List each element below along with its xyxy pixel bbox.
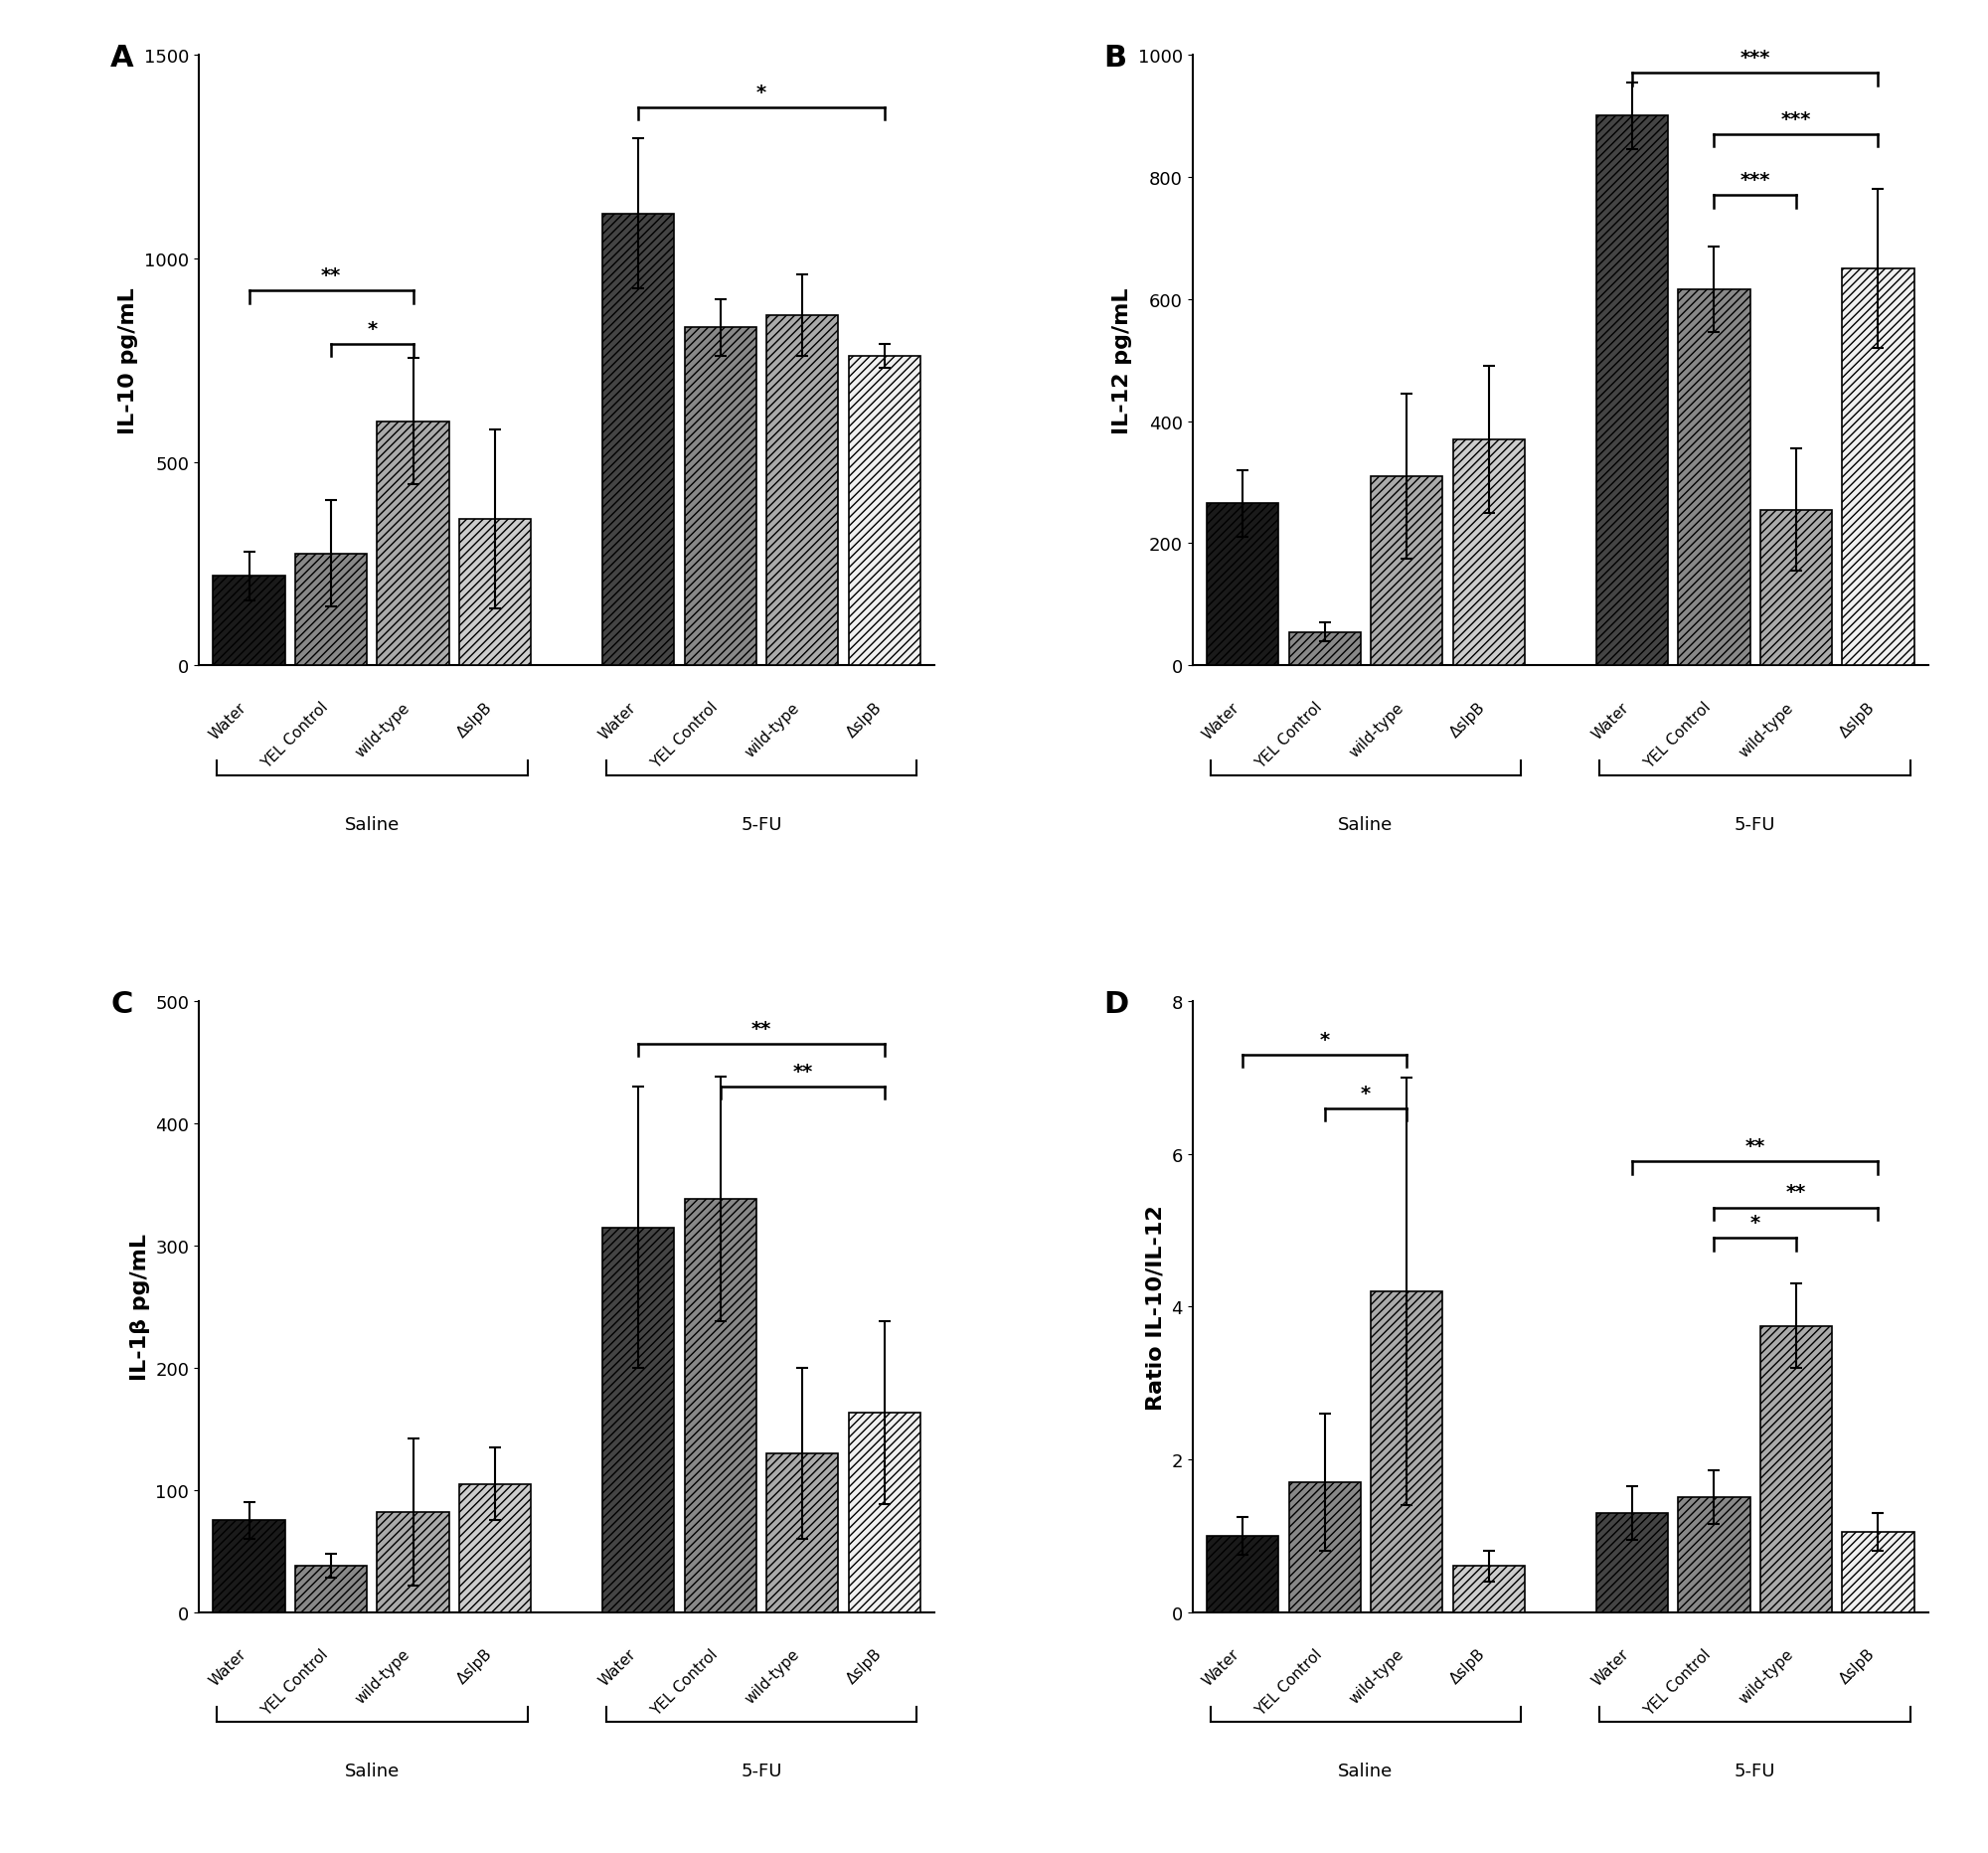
Text: wild-type: wild-type <box>742 700 803 760</box>
Bar <box>378 422 449 665</box>
Text: 5-FU: 5-FU <box>742 815 781 834</box>
Text: C: C <box>111 990 133 1019</box>
Text: A: A <box>111 43 133 72</box>
Text: Water: Water <box>1201 1645 1242 1688</box>
Bar <box>1843 269 1914 665</box>
Text: Saline: Saline <box>1338 1762 1394 1779</box>
Text: *: * <box>368 319 378 339</box>
Bar <box>1843 1532 1914 1612</box>
Bar <box>213 1521 284 1612</box>
Text: ΔslpB: ΔslpB <box>1837 700 1879 739</box>
Bar <box>459 519 531 665</box>
Bar <box>602 1227 674 1612</box>
Text: YEL Control: YEL Control <box>1642 1645 1714 1718</box>
Text: wild-type: wild-type <box>742 1645 803 1707</box>
Text: YEL Control: YEL Control <box>258 1645 332 1718</box>
Bar <box>1678 1497 1749 1612</box>
Text: **: ** <box>1745 1138 1765 1156</box>
Text: YEL Control: YEL Control <box>648 700 720 771</box>
Text: **: ** <box>1785 1182 1807 1201</box>
Text: YEL Control: YEL Control <box>1642 700 1714 771</box>
Text: Saline: Saline <box>344 815 400 834</box>
Bar <box>1207 1536 1278 1612</box>
Bar <box>602 215 674 665</box>
Bar <box>767 1453 839 1612</box>
Text: *: * <box>1320 1030 1330 1049</box>
Text: Water: Water <box>1590 1645 1632 1688</box>
Bar <box>1372 476 1443 665</box>
Text: **: ** <box>320 267 342 285</box>
Text: Water: Water <box>1201 700 1242 741</box>
Y-axis label: IL-12 pg/mL: IL-12 pg/mL <box>1113 287 1133 434</box>
Bar <box>378 1512 449 1612</box>
Bar <box>1759 1327 1833 1612</box>
Bar <box>1372 1292 1443 1612</box>
Text: Water: Water <box>596 700 638 741</box>
Bar <box>459 1484 531 1612</box>
Text: wild-type: wild-type <box>354 700 414 760</box>
Bar <box>849 358 920 665</box>
Text: Water: Water <box>1590 700 1632 741</box>
Text: *: * <box>757 83 767 102</box>
Text: ***: *** <box>1740 170 1769 189</box>
Text: 5-FU: 5-FU <box>1734 815 1775 834</box>
Bar <box>1288 632 1360 665</box>
Y-axis label: IL-10 pg/mL: IL-10 pg/mL <box>119 287 139 434</box>
Text: ΔslpB: ΔslpB <box>455 700 495 739</box>
Bar <box>213 576 284 665</box>
Text: ***: *** <box>1740 48 1769 69</box>
Text: 5-FU: 5-FU <box>742 1762 781 1779</box>
Bar <box>1596 117 1668 665</box>
Text: 5-FU: 5-FU <box>1734 1762 1775 1779</box>
Bar <box>294 554 368 665</box>
Text: *: * <box>1360 1084 1370 1103</box>
Bar <box>1453 1566 1525 1612</box>
Text: ΔslpB: ΔslpB <box>843 700 885 739</box>
Text: YEL Control: YEL Control <box>648 1645 720 1718</box>
Bar <box>684 1199 755 1612</box>
Text: wild-type: wild-type <box>1346 1645 1408 1707</box>
Text: YEL Control: YEL Control <box>1252 700 1324 771</box>
Text: ΔslpB: ΔslpB <box>1837 1645 1879 1686</box>
Text: Water: Water <box>207 1645 248 1688</box>
Bar <box>1453 441 1525 665</box>
Text: Saline: Saline <box>1338 815 1394 834</box>
Text: ΔslpB: ΔslpB <box>1447 1645 1489 1686</box>
Text: Saline: Saline <box>344 1762 400 1779</box>
Text: Water: Water <box>596 1645 638 1688</box>
Text: ΔslpB: ΔslpB <box>843 1645 885 1686</box>
Text: D: D <box>1103 990 1129 1019</box>
Text: Water: Water <box>207 700 248 741</box>
Text: ***: *** <box>1781 109 1811 130</box>
Y-axis label: Ratio IL-10/IL-12: Ratio IL-10/IL-12 <box>1145 1204 1165 1410</box>
Text: ΔslpB: ΔslpB <box>1447 700 1489 739</box>
Text: wild-type: wild-type <box>1736 1645 1795 1707</box>
Bar <box>1288 1482 1360 1612</box>
Bar <box>1596 1512 1668 1612</box>
Text: *: * <box>1749 1214 1759 1232</box>
Text: ΔslpB: ΔslpB <box>455 1645 495 1686</box>
Y-axis label: IL-1β pg/mL: IL-1β pg/mL <box>129 1234 149 1380</box>
Bar <box>1759 510 1833 665</box>
Text: B: B <box>1103 43 1127 72</box>
Text: wild-type: wild-type <box>354 1645 414 1707</box>
Text: **: ** <box>793 1062 813 1080</box>
Bar <box>294 1566 368 1612</box>
Text: YEL Control: YEL Control <box>258 700 332 771</box>
Text: YEL Control: YEL Control <box>1252 1645 1324 1718</box>
Bar <box>767 317 839 665</box>
Text: wild-type: wild-type <box>1736 700 1795 760</box>
Bar <box>1678 291 1749 665</box>
Text: wild-type: wild-type <box>1346 700 1408 760</box>
Bar <box>849 1414 920 1612</box>
Text: **: ** <box>751 1019 771 1038</box>
Bar <box>1207 504 1278 665</box>
Bar <box>684 328 755 665</box>
